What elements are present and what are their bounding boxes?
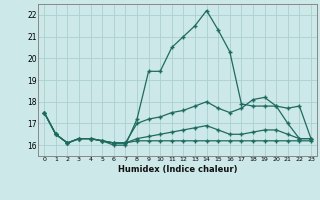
X-axis label: Humidex (Indice chaleur): Humidex (Indice chaleur) [118, 165, 237, 174]
